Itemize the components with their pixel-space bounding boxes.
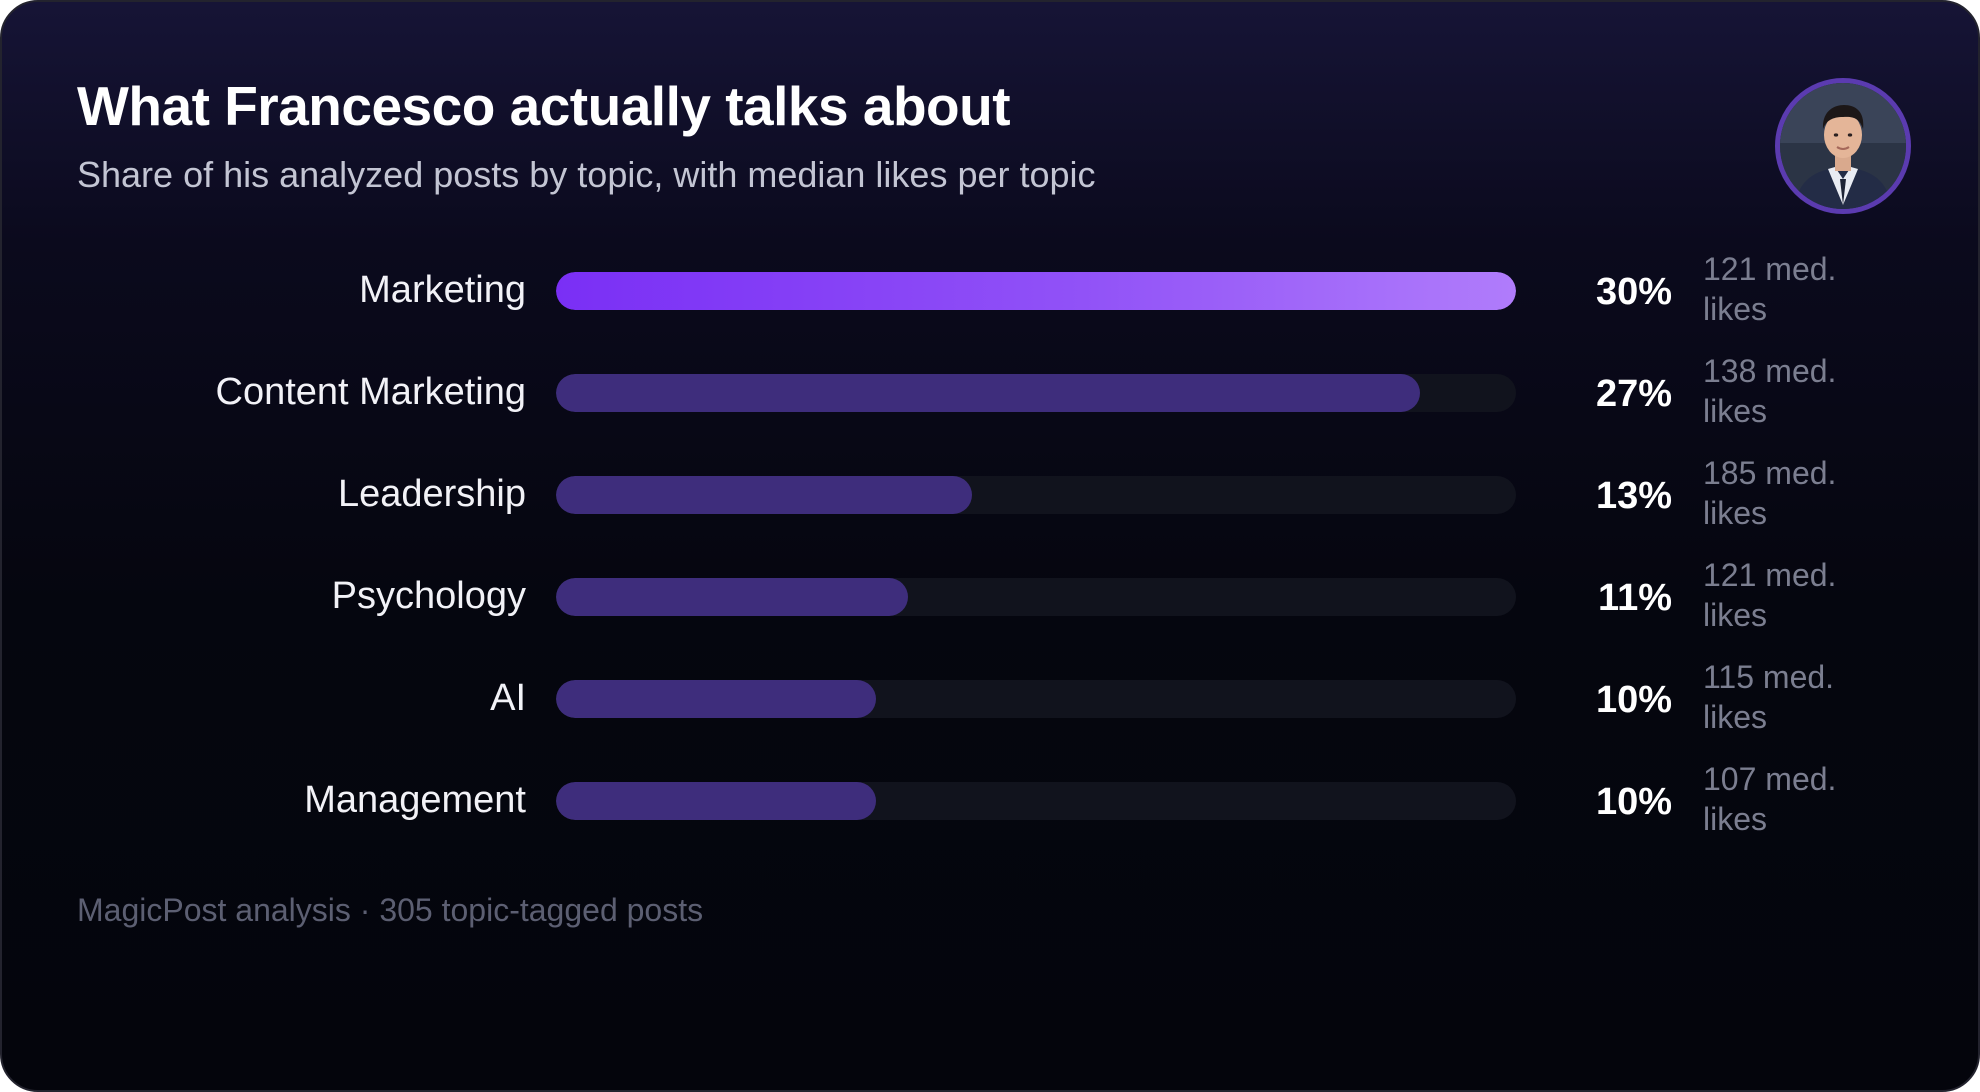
share-percent-label: 11% bbox=[1598, 577, 1672, 619]
bar-track bbox=[556, 782, 1516, 820]
median-likes-label: 121 med. likes bbox=[1703, 557, 1837, 633]
topic-label: Content Marketing bbox=[215, 371, 527, 413]
bar-row: AI 10% 115 med. likes bbox=[2, 655, 1978, 757]
median-likes-label: 115 med. likes bbox=[1703, 659, 1835, 735]
share-percent-label: 10% bbox=[1595, 781, 1672, 823]
share-percent-label: 27% bbox=[1595, 373, 1672, 415]
bar-fill bbox=[556, 272, 1516, 310]
bar-row: Management 10% 107 med. likes bbox=[2, 757, 1978, 859]
profile-photo-icon bbox=[1775, 78, 1911, 214]
bar-row: Content Marketing 27% 138 med. likes bbox=[2, 349, 1978, 451]
topic-label: Management bbox=[304, 779, 526, 821]
bar-track bbox=[556, 578, 1516, 616]
topic-label: Marketing bbox=[359, 269, 526, 311]
share-percent-label: 10% bbox=[1595, 679, 1672, 721]
bar-track bbox=[556, 476, 1516, 514]
median-likes-label: 138 med. likes bbox=[1703, 353, 1837, 429]
bar-track bbox=[556, 272, 1516, 310]
share-percent-label: 30% bbox=[1595, 271, 1672, 313]
chart-subtitle: Share of his analyzed posts by topic, wi… bbox=[77, 154, 1096, 195]
topic-label: Leadership bbox=[337, 473, 526, 515]
bar-fill bbox=[556, 680, 876, 718]
median-likes-label: 121 med. likes bbox=[1703, 251, 1837, 327]
bar-fill bbox=[556, 476, 972, 514]
bar-row: Leadership 13% 185 med. likes bbox=[2, 451, 1978, 553]
bar-row: Marketing 30% 121 med. likes bbox=[2, 247, 1978, 349]
median-likes-label: 185 med. likes bbox=[1703, 455, 1837, 531]
topic-label: AI bbox=[490, 677, 526, 719]
topic-label: Psychology bbox=[331, 575, 526, 617]
bar-fill bbox=[556, 782, 876, 820]
bar-fill bbox=[556, 374, 1420, 412]
bar-track bbox=[556, 374, 1516, 412]
chart-title: What Francesco actually talks about bbox=[77, 75, 1011, 137]
bar-track bbox=[556, 680, 1516, 718]
share-percent-label: 13% bbox=[1595, 475, 1672, 517]
bar-fill bbox=[556, 578, 908, 616]
bar-row: Psychology 11% 121 med. likes bbox=[2, 553, 1978, 655]
chart-footer-note: MagicPost analysis · 305 topic-tagged po… bbox=[77, 892, 704, 928]
median-likes-label: 107 med. likes bbox=[1703, 761, 1837, 837]
